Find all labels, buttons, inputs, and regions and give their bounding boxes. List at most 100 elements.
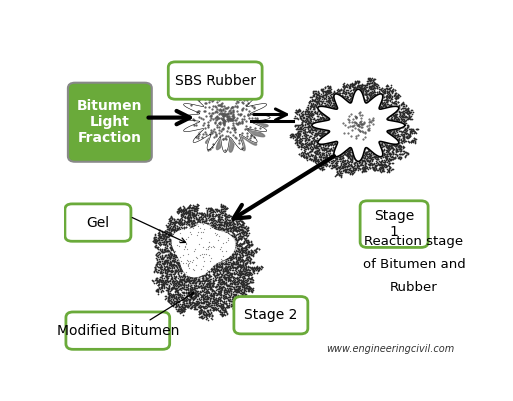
Point: [180, 276, 188, 282]
Point: [310, 106, 319, 113]
Point: [332, 142, 341, 148]
Point: [359, 110, 367, 116]
Point: [187, 225, 195, 231]
Point: [312, 158, 321, 164]
Point: [349, 166, 357, 173]
Point: [354, 114, 362, 121]
Point: [348, 168, 357, 174]
Point: [194, 235, 203, 241]
Point: [198, 272, 206, 278]
Point: [161, 241, 169, 247]
Point: [324, 135, 332, 141]
Point: [406, 128, 414, 135]
Point: [333, 126, 342, 132]
Point: [343, 147, 351, 153]
Point: [192, 263, 201, 269]
Point: [219, 249, 227, 256]
Point: [233, 219, 241, 225]
Point: [358, 119, 366, 126]
Point: [167, 293, 175, 300]
Point: [344, 150, 352, 156]
Point: [216, 219, 225, 225]
Point: [153, 276, 161, 283]
Point: [384, 145, 392, 152]
Point: [385, 145, 393, 151]
Point: [319, 116, 327, 122]
Point: [187, 276, 195, 283]
Point: [305, 134, 313, 141]
Point: [222, 304, 230, 311]
Point: [194, 272, 203, 278]
Point: [314, 115, 323, 122]
Point: [357, 152, 365, 158]
Point: [205, 211, 213, 218]
Point: [220, 203, 228, 209]
Point: [199, 232, 207, 239]
Point: [196, 243, 204, 250]
Point: [233, 302, 241, 308]
Point: [163, 261, 171, 267]
Point: [156, 242, 165, 248]
Point: [351, 119, 360, 126]
Point: [173, 303, 182, 310]
Point: [229, 277, 237, 284]
Point: [352, 140, 361, 146]
Point: [192, 256, 200, 263]
Point: [176, 302, 185, 309]
Point: [402, 128, 410, 134]
Point: [398, 151, 406, 158]
Point: [350, 129, 358, 135]
Point: [186, 248, 194, 254]
Point: [314, 93, 323, 99]
Point: [323, 127, 331, 133]
Point: [218, 253, 226, 260]
Point: [218, 252, 226, 259]
Point: [239, 282, 247, 288]
Point: [184, 269, 192, 275]
Point: [176, 230, 184, 237]
Point: [195, 288, 204, 294]
Point: [309, 88, 318, 94]
Point: [373, 140, 382, 146]
Point: [172, 265, 181, 271]
Point: [346, 119, 354, 125]
Point: [213, 236, 221, 243]
Point: [229, 278, 238, 285]
Point: [189, 232, 197, 239]
Point: [372, 122, 380, 128]
Point: [232, 279, 240, 285]
Point: [211, 245, 220, 251]
Point: [219, 225, 227, 231]
Point: [333, 133, 341, 140]
Point: [343, 118, 351, 125]
Point: [212, 304, 220, 311]
Point: [405, 138, 413, 145]
Point: [337, 146, 345, 152]
Point: [207, 259, 215, 266]
Point: [207, 253, 215, 259]
Point: [356, 107, 364, 113]
Point: [218, 306, 226, 312]
Point: [188, 261, 196, 267]
Point: [382, 118, 390, 124]
Point: [340, 146, 348, 153]
Point: [209, 213, 217, 219]
Point: [301, 128, 309, 135]
Point: [370, 81, 378, 88]
Point: [239, 223, 247, 230]
Point: [210, 306, 219, 312]
Point: [187, 238, 195, 245]
Point: [306, 155, 314, 162]
Point: [226, 263, 234, 270]
Point: [204, 263, 212, 269]
Point: [400, 136, 408, 143]
Point: [388, 132, 397, 138]
Point: [208, 217, 216, 223]
Point: [326, 93, 334, 100]
Point: [181, 209, 189, 215]
Point: [303, 144, 311, 150]
Point: [200, 219, 208, 225]
Point: [302, 107, 310, 114]
Point: [241, 236, 249, 242]
Point: [306, 120, 314, 127]
